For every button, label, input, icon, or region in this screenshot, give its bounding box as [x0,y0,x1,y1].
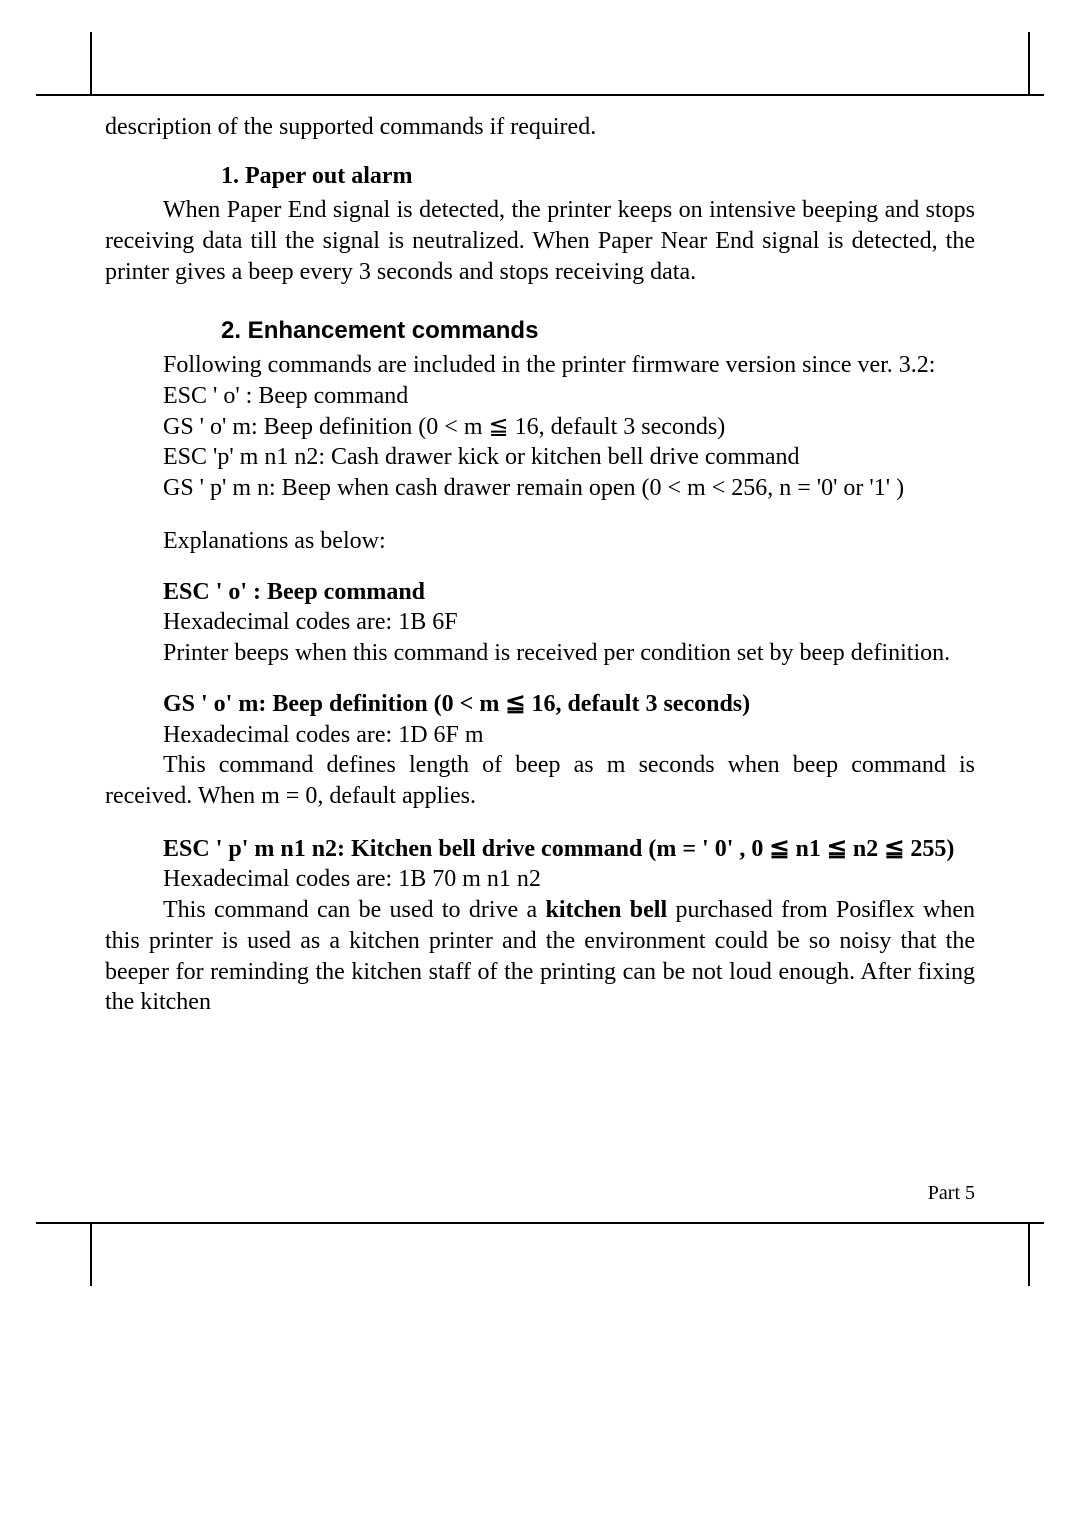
section-esc-p-body-pre: This command can be used to drive a [163,897,545,923]
section-gs-o-body: This command defines length of beep as m… [105,750,975,811]
heading-enhancement-commands: 2. Enhancement commands [221,316,975,347]
bottom-rule [36,1222,1044,1224]
page-number: Part 5 [928,1182,975,1205]
section-esc-p-hex: Hexadecimal codes are: 1B 70 m n1 n2 [105,864,975,895]
explanations-label: Explanations as below: [105,526,975,557]
section-esc-p-title: ESC ' p' m n1 n2: Kitchen bell drive com… [105,834,975,865]
top-rule [36,94,1044,96]
command-gs-p: GS ' p' m n: Beep when cash drawer remai… [105,473,975,504]
section-esc-o-hex: Hexadecimal codes are: 1B 6F [105,607,975,638]
heading-paper-out-alarm: 1. Paper out alarm [221,161,975,192]
paragraph-paper-out: When Paper End signal is detected, the p… [105,195,975,287]
section-gs-o-hex: Hexadecimal codes are: 1D 6F m [105,720,975,751]
top-left-stub [90,32,92,96]
bottom-right-stub [1028,1222,1030,1286]
document-page: description of the supported commands if… [0,0,1080,1533]
command-esc-p: ESC 'p' m n1 n2: Cash drawer kick or kit… [105,442,975,473]
section-gs-o-title: GS ' o' m: Beep definition (0 < m ≦ 16, … [105,689,975,720]
kitchen-bell-bold: kitchen bell [545,897,667,923]
bottom-left-stub [90,1222,92,1286]
section-esc-o-title: ESC ' o' : Beep command [105,577,975,608]
command-gs-o: GS ' o' m: Beep definition (0 < m ≦ 16, … [105,412,975,443]
section-esc-p-body: This command can be used to drive a kitc… [105,895,975,1018]
intro-paragraph: description of the supported commands if… [105,112,975,143]
command-esc-o: ESC ' o' : Beep command [105,381,975,412]
top-right-stub [1028,32,1030,96]
section-esc-o-body: Printer beeps when this command is recei… [105,638,975,669]
document-body: description of the supported commands if… [105,112,975,1018]
paragraph-enhancement-intro: Following commands are included in the p… [105,350,975,381]
